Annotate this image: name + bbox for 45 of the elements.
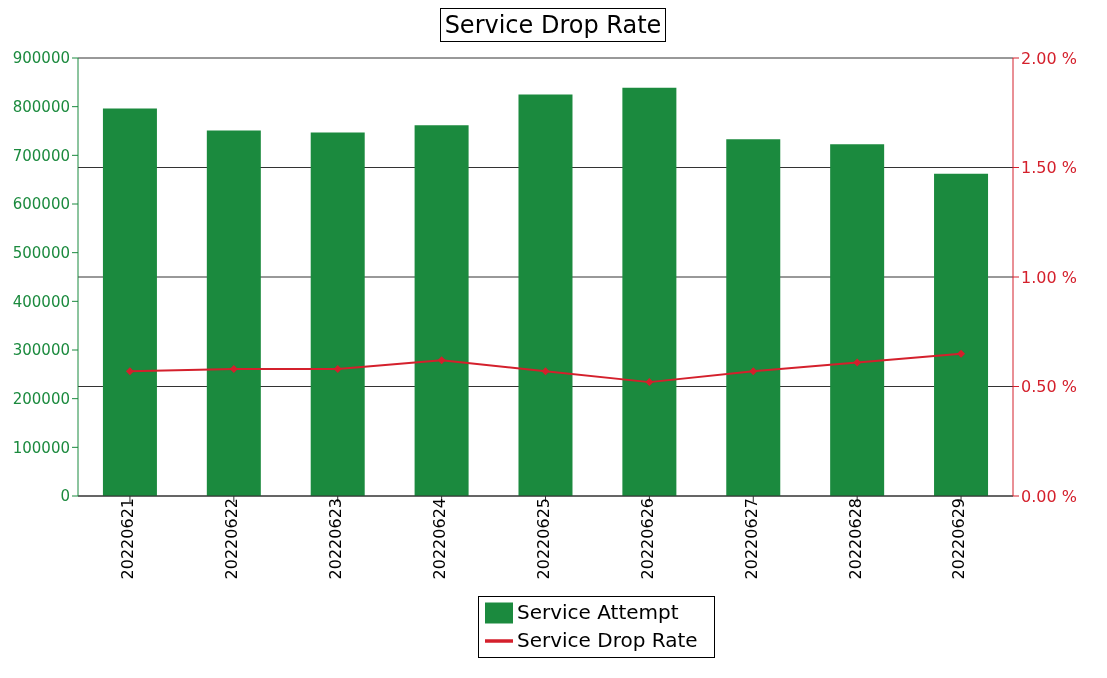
y-tick-label: 600000: [12, 195, 70, 214]
bar: [518, 94, 573, 496]
point: [645, 378, 654, 387]
legend-label: Service Attempt: [517, 599, 679, 624]
bar: [934, 173, 989, 496]
y-tick-label: 100000: [12, 438, 70, 457]
point: [437, 356, 446, 365]
x-tick-label: 20220626: [637, 498, 657, 580]
y-tick-label: 800000: [12, 97, 70, 116]
point: [749, 367, 758, 376]
bar: [310, 132, 365, 496]
y2-tick-label: 0.00 %: [1021, 486, 1077, 506]
x-tick-label: 20220625: [533, 498, 553, 580]
point: [541, 367, 550, 376]
point: [853, 358, 862, 367]
y-tick-label: 300000: [12, 341, 70, 360]
point: [333, 364, 342, 373]
bar: [830, 144, 885, 496]
y-tick-label: 200000: [12, 389, 70, 408]
y-tick-label: 700000: [12, 146, 70, 165]
y-tick-label: 400000: [12, 292, 70, 311]
x-tick-label: 20220628: [845, 498, 865, 580]
point: [957, 349, 966, 358]
y2-tick-label: 2.00 %: [1021, 48, 1077, 68]
y2-tick-label: 0.50 %: [1021, 377, 1077, 397]
x-tick-label: 20220623: [326, 498, 346, 580]
point: [125, 367, 134, 376]
y-tick-label: 0: [60, 487, 70, 506]
y2-tick-label: 1.00 %: [1021, 267, 1077, 287]
bar: [622, 87, 677, 496]
y2-tick-label: 1.50 %: [1021, 158, 1077, 178]
bar: [726, 139, 781, 496]
y-tick-label: 500000: [12, 243, 70, 262]
bar: [102, 108, 157, 496]
point: [229, 364, 238, 373]
x-tick-label: 20220622: [222, 498, 242, 580]
legend-label: Service Drop Rate: [517, 627, 698, 652]
chart-title: Service Drop Rate: [439, 8, 667, 42]
x-tick-label: 20220624: [429, 498, 449, 580]
y-tick-label: 900000: [12, 49, 70, 68]
x-tick-label: 20220621: [118, 498, 138, 580]
bar: [414, 125, 469, 496]
x-tick-label: 20220629: [949, 498, 969, 580]
x-tick-label: 20220627: [741, 498, 761, 580]
bar: [206, 130, 261, 496]
